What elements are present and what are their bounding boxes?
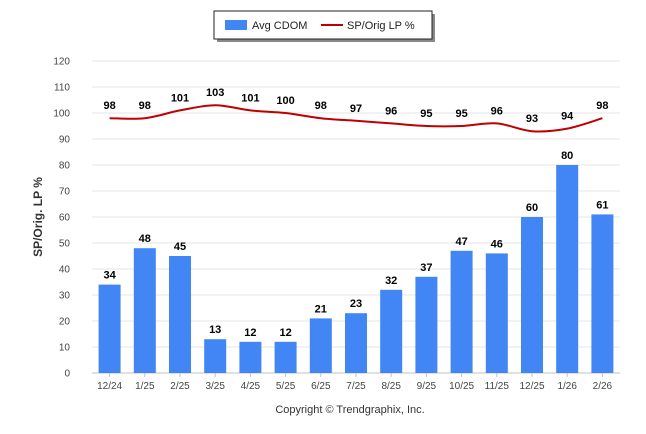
y-tick-label: 100 [53, 109, 70, 120]
bar [415, 276, 438, 373]
bar [485, 253, 508, 373]
line-data-label: 95 [420, 108, 432, 120]
bar-data-label: 45 [174, 241, 186, 253]
legend-swatch-cdom [225, 20, 247, 30]
line-data-label: 98 [596, 100, 608, 112]
bar-data-label: 12 [279, 327, 291, 339]
bar-data-label: 48 [139, 233, 151, 245]
line-series [109, 104, 603, 133]
x-tick-label: 4/25 [241, 381, 261, 392]
x-tick-label: 11/25 [485, 381, 510, 392]
line-data-label: 93 [526, 113, 538, 125]
y-tick-label: 90 [59, 135, 71, 146]
bar-data-label: 80 [561, 150, 573, 162]
y-tick-label: 20 [59, 317, 71, 328]
bar [345, 313, 367, 373]
legend: Avg CDOM SP/Orig LP % [213, 10, 435, 42]
bar-data-labels: 34 48 45 13 12 12 21 23 32 37 47 46 60 80 61 [103, 150, 608, 339]
y-tick-label: 70 [59, 187, 71, 198]
bar-data-label: 23 [350, 298, 362, 310]
line-data-label: 94 [561, 111, 574, 123]
bar [98, 284, 121, 373]
y-tick-label: 120 [53, 57, 70, 68]
y-tick-label: 50 [59, 239, 71, 250]
line-data-label: 101 [171, 92, 189, 104]
y-tick-label: 10 [59, 343, 71, 354]
x-tick-label: 12/24 [97, 381, 122, 392]
bar [380, 289, 403, 373]
bar-series [98, 165, 614, 373]
line-data-label: 95 [455, 108, 467, 120]
y-tick-label: 110 [54, 83, 70, 94]
x-tick-label: 6/25 [311, 381, 331, 392]
bar [521, 217, 543, 373]
x-tick-label: 9/25 [417, 381, 437, 392]
legend-label-splp: SP/Orig LP % [347, 20, 415, 32]
line-data-label: 103 [206, 87, 224, 99]
bar-data-label: 21 [315, 303, 327, 315]
bar-data-label: 12 [244, 327, 256, 339]
line-data-label: 97 [350, 103, 362, 115]
line-data-label: 96 [385, 105, 397, 117]
x-tick-label: 5/25 [276, 381, 296, 392]
x-tick-label: 1/25 [135, 381, 155, 392]
x-tick-label: 2/25 [170, 381, 190, 392]
x-tick-label: 12/25 [519, 381, 544, 392]
bar [169, 256, 191, 373]
bar-data-label: 34 [103, 270, 116, 282]
bar [309, 318, 332, 373]
bar [239, 341, 262, 373]
legend-label-cdom: Avg CDOM [252, 20, 307, 32]
line-data-label: 101 [241, 92, 259, 104]
y-axis-label: SP/Orig. LP % [31, 177, 45, 257]
bar-data-label: 32 [385, 275, 397, 287]
x-tick-label: 8/25 [381, 381, 401, 392]
bar-data-label: 46 [491, 238, 503, 250]
y-tick-label: 40 [59, 265, 71, 276]
bar [556, 165, 579, 373]
bar [204, 339, 227, 373]
x-tick-label: 10/25 [449, 381, 474, 392]
y-tick-label: 0 [64, 369, 70, 380]
bar-data-label: 47 [455, 236, 467, 248]
x-tick-label: 7/25 [346, 381, 366, 392]
bar-data-label: 13 [209, 324, 221, 336]
y-tick-label: 80 [59, 161, 71, 172]
line-data-label: 98 [103, 100, 115, 112]
x-tick-label: 2/26 [593, 381, 613, 392]
line-data-label: 100 [276, 95, 294, 107]
line-data-label: 98 [315, 100, 327, 112]
line-data-label: 96 [491, 105, 503, 117]
y-tick-label: 60 [59, 213, 71, 224]
y-tick-label: 30 [59, 291, 71, 302]
y-axis-ticks: 0 10 20 30 40 50 60 70 80 90 100 110 120 [53, 57, 70, 380]
x-tick-label: 1/26 [557, 381, 577, 392]
bar-data-label: 60 [526, 202, 538, 214]
sp-orig-lp-line [109, 104, 603, 133]
bar-data-label: 37 [420, 262, 432, 274]
bar [133, 248, 156, 373]
x-axis-ticks: 12/24 1/25 2/25 3/25 4/25 5/25 6/25 7/25 8/25 9/2… [97, 373, 613, 392]
line-data-label: 98 [139, 100, 151, 112]
line-data-labels: 98 98 101 103 101 100 98 97 96 95 95 96 93 94 98 [103, 87, 608, 125]
bar [450, 250, 473, 373]
bar [274, 341, 297, 373]
bar-data-label: 61 [596, 199, 608, 211]
bar [591, 214, 614, 373]
x-tick-label: 3/25 [205, 381, 225, 392]
copyright-footer: Copyright © Trendgraphix, Inc. [275, 404, 424, 416]
